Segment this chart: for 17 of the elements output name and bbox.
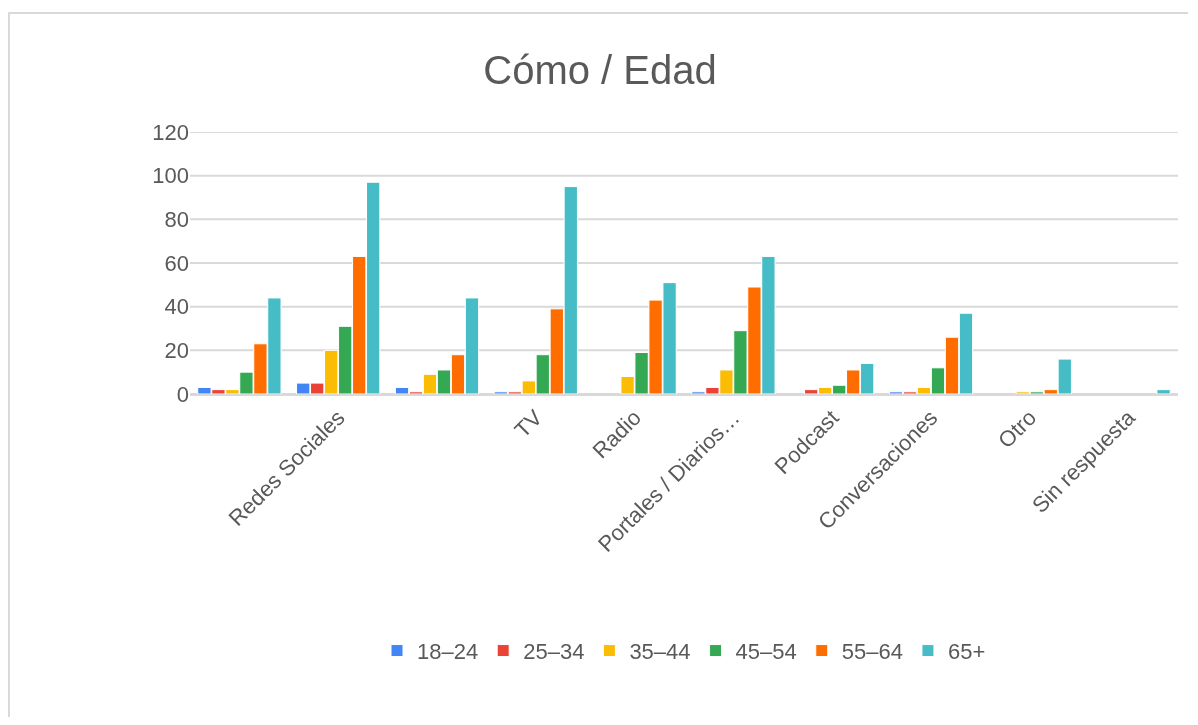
y-tick-label: 100: [152, 163, 189, 189]
legend-label: 25–34: [523, 639, 585, 665]
x-tick-label: TV: [509, 404, 548, 443]
y-tick-label: 40: [164, 294, 189, 320]
legend-label: 55–64: [841, 639, 903, 665]
chart-title: Cómo / Edad: [483, 48, 717, 93]
bar: [1156, 389, 1171, 394]
y-tick-label: 20: [164, 338, 189, 364]
x-tick-label: Otro: [993, 405, 1042, 453]
y-tick-label: 80: [164, 207, 189, 233]
legend-label: 65+: [947, 639, 986, 665]
y-tick-label: 60: [164, 250, 189, 276]
legend-label: 35–44: [629, 639, 691, 665]
y-tick-label: 120: [152, 119, 189, 145]
legend-label: 18–24: [417, 639, 479, 665]
legend-label: 45–54: [735, 639, 797, 665]
y-tick-label: 0: [176, 381, 189, 407]
